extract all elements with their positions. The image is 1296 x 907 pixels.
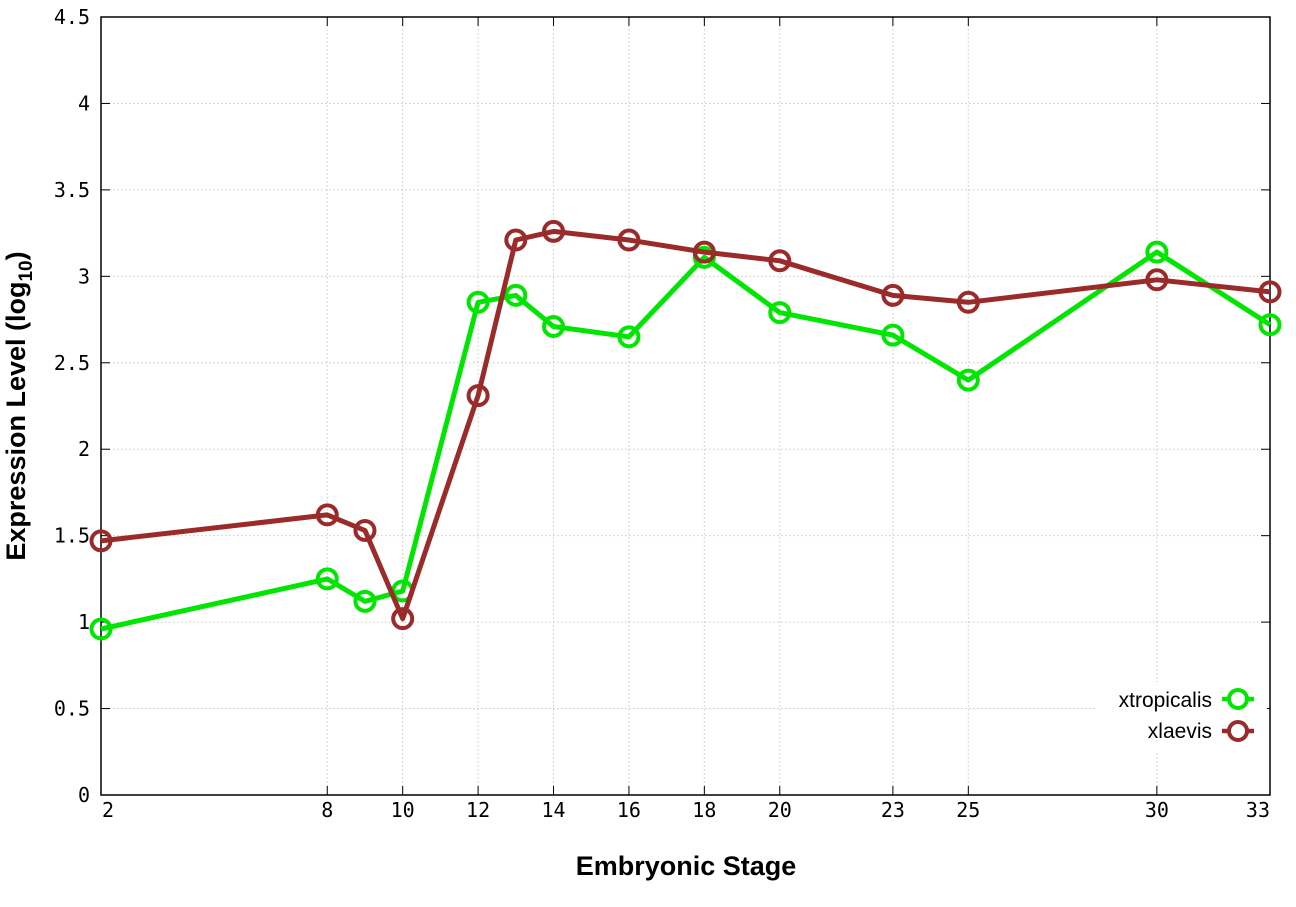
data-point-xlaevis xyxy=(504,228,528,252)
x-axis-title: Embryonic Stage xyxy=(576,851,797,881)
data-point-xtropicalis xyxy=(1258,313,1282,337)
y-tick-label: 2 xyxy=(78,437,90,461)
axis-ticks: 0 0.5 1 1.5 2 2.5 3 3.5 4 4.5 2 8 10 12 14 16 18 20 23 25 30… xyxy=(54,5,1271,822)
data-point-xtropicalis xyxy=(881,323,905,347)
data-point-xlaevis xyxy=(956,290,980,314)
data-point-xtropicalis xyxy=(353,589,377,613)
x-tick-label: 18 xyxy=(692,798,716,822)
legend: xtropicalis xlaevis xyxy=(1095,682,1267,752)
legend-marker-xlaevis xyxy=(1227,720,1249,742)
series-xtropicalis xyxy=(89,240,1282,641)
data-point-xtropicalis xyxy=(89,617,113,641)
data-point-xlaevis xyxy=(881,283,905,307)
y-tick-label: 0.5 xyxy=(54,697,90,721)
x-tick-label: 12 xyxy=(466,798,490,822)
data-point-xtropicalis xyxy=(956,368,980,392)
data-point-xlaevis xyxy=(768,249,792,273)
y-tick-label: 2.5 xyxy=(54,351,90,375)
y-axis-title-main: Expression Level (log xyxy=(1,282,31,561)
series-layer xyxy=(89,219,1282,641)
data-point-xlaevis xyxy=(617,228,641,252)
x-tick-label: 25 xyxy=(956,798,980,822)
x-tick-label: 14 xyxy=(541,798,565,822)
y-tick-label: 0 xyxy=(78,783,90,807)
series-line-xlaevis xyxy=(100,228,1271,622)
y-axis-title-end: ) xyxy=(1,251,31,260)
legend-label-xlaevis: xlaevis xyxy=(1148,720,1212,743)
data-point-xlaevis xyxy=(315,503,339,527)
y-tick-label: 4.5 xyxy=(54,5,90,29)
grid-lines xyxy=(101,17,1270,795)
data-point-xlaevis xyxy=(391,607,415,631)
y-tick-label: 1 xyxy=(78,610,90,634)
data-point-xlaevis xyxy=(353,518,377,542)
x-tick-label: 2 xyxy=(102,798,114,822)
y-axis-title: Expression Level (log10) xyxy=(1,251,37,560)
data-point-xtropicalis xyxy=(542,314,566,338)
data-point-xlaevis xyxy=(542,219,566,243)
legend-label-xtropicalis: xtropicalis xyxy=(1119,689,1212,712)
data-point-xlaevis xyxy=(1145,268,1169,292)
x-tick-label: 23 xyxy=(881,798,905,822)
x-tick-label: 20 xyxy=(768,798,792,822)
data-point-xlaevis xyxy=(692,240,716,264)
data-point-xtropicalis xyxy=(315,567,339,591)
plot-frame xyxy=(100,16,1271,796)
legend-marker-xtropicalis xyxy=(1227,688,1249,710)
y-tick-label: 4 xyxy=(78,91,90,115)
x-tick-label: 30 xyxy=(1145,798,1169,822)
y-tick-label: 1.5 xyxy=(54,524,90,548)
data-point-xtropicalis xyxy=(1145,240,1169,264)
x-tick-label: 33 xyxy=(1246,798,1270,822)
data-point-xtropicalis xyxy=(504,283,528,307)
data-point-xtropicalis xyxy=(768,301,792,325)
series-line-xtropicalis xyxy=(100,249,1272,632)
x-tick-label: 16 xyxy=(617,798,641,822)
data-point-xlaevis xyxy=(1258,280,1282,304)
y-axis-title-subscript: 10 xyxy=(16,260,37,281)
y-tick-label: 3 xyxy=(78,264,90,288)
data-point-xtropicalis xyxy=(617,325,641,349)
data-point-xlaevis xyxy=(466,384,490,408)
series-xlaevis xyxy=(89,219,1282,631)
x-tick-label: 10 xyxy=(391,798,415,822)
y-tick-label: 3.5 xyxy=(54,178,90,202)
data-point-xtropicalis xyxy=(466,290,490,314)
data-point-xlaevis xyxy=(89,529,113,553)
x-tick-label: 8 xyxy=(321,798,333,822)
